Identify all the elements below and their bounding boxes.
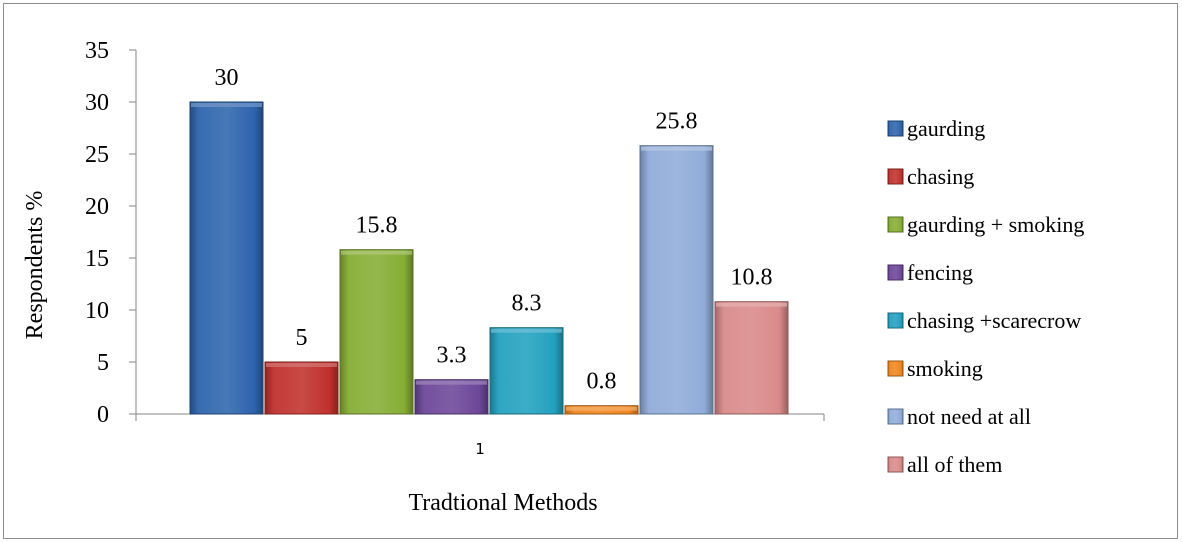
legend-label: fencing [907,260,973,285]
legend-label: chasing [907,164,974,189]
bar-highlight [191,103,262,107]
legend-swatch [887,408,904,425]
legend: gaurding chasing gaurding + smoking fencing… [887,116,1084,477]
data-label: 15.8 [356,213,398,239]
x-category-label: 1 [475,440,485,458]
chart-frame: 0 5 10 15 20 25 30 35 1 30 5 15.8 3.3 8.3 0.8 25.8 10.8… [3,3,1178,539]
y-tick-label: 20 [85,194,109,220]
data-label: 25.8 [656,109,698,135]
data-label: 0.8 [587,369,617,395]
legend-label: gaurding [907,116,985,141]
bar-highlight [566,406,637,411]
bar-chasing [264,361,339,415]
legend-swatch [887,216,904,233]
bar-fencing [414,379,489,415]
legend-swatch [887,456,904,473]
y-tick-label: 35 [85,38,109,64]
legend-label: all of them [907,452,1002,477]
bar-highlight [641,146,712,151]
y-tick-label: 25 [85,142,109,168]
data-label: 30 [215,65,239,91]
y-tick-label: 15 [85,246,109,272]
bar-chart: 0 5 10 15 20 25 30 35 1 30 5 15.8 3.3 8.3 0.8 25.8 10.8… [22,38,1084,516]
legend-swatch [887,312,904,329]
legend-label: gaurding + smoking [907,212,1084,237]
y-tick-label: 0 [97,402,109,428]
data-label: 8.3 [512,291,542,317]
bar-chasing-scarecrow [489,327,564,415]
y-axis-title: Respondents % [22,191,48,340]
bar-not-need-at-all [639,145,714,415]
y-tick-label: 30 [85,90,109,116]
data-labels: 30 5 15.8 3.3 8.3 0.8 25.8 10.8 [215,65,773,395]
y-tick-label: 10 [85,298,109,324]
legend-label: not need at all [907,404,1031,429]
bars [189,101,789,415]
data-label: 3.3 [437,343,467,369]
bar-gaurding-smoking [339,249,414,415]
legend-label: smoking [907,356,983,381]
legend-swatch [887,120,904,137]
legend-swatch [887,360,904,377]
y-tick-label: 5 [97,350,109,376]
legend-label: chasing +scarecrow [907,308,1081,333]
legend-swatch [887,168,904,185]
bar-highlight [266,363,337,367]
bar-highlight [341,250,412,255]
bar-highlight [491,328,562,333]
bar-highlight [416,380,487,385]
x-axis-title: Tradtional Methods [408,490,597,516]
legend-swatch [887,264,904,281]
bar-highlight [716,302,787,307]
bar-all-of-them [714,301,789,415]
bar-gaurding [189,101,264,415]
data-label: 10.8 [731,265,773,291]
data-label: 5 [296,325,308,351]
